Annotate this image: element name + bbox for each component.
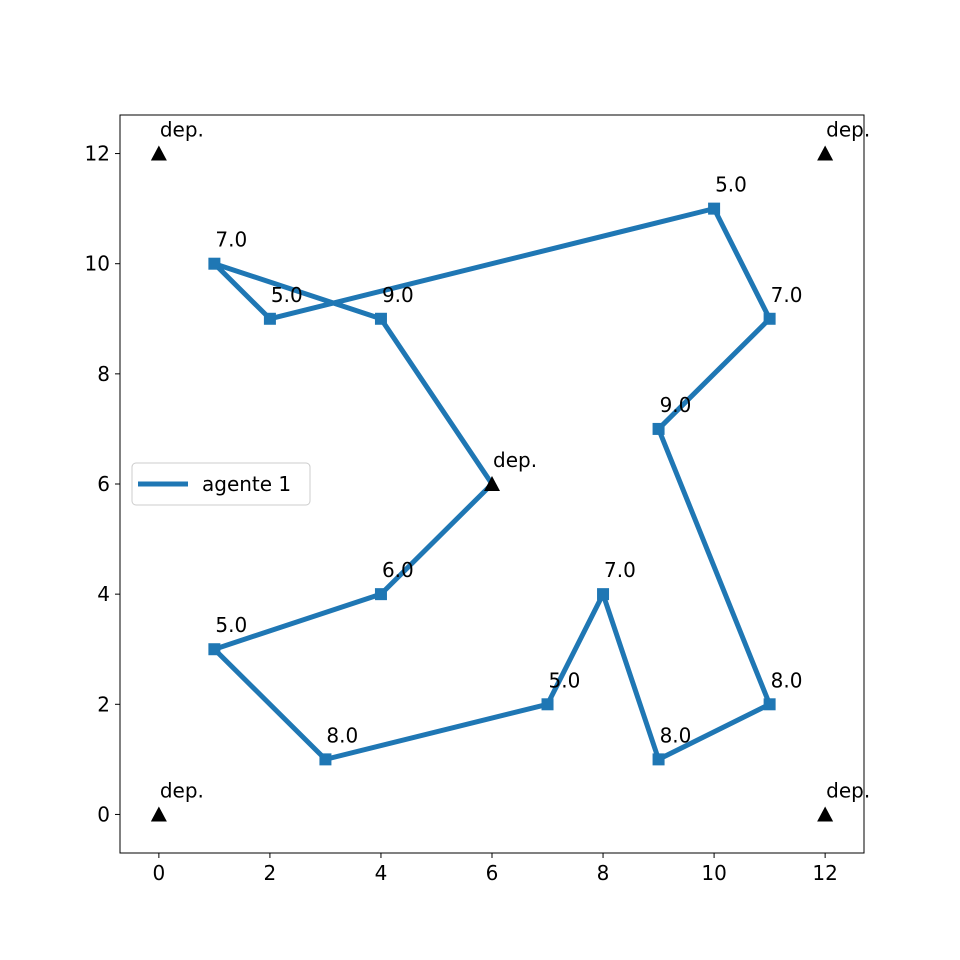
y-tick-label: 8	[97, 362, 110, 386]
depot-label: dep.	[493, 448, 537, 472]
demand-label: 8.0	[326, 723, 358, 747]
customer-marker	[374, 588, 387, 601]
x-tick-label: 0	[152, 861, 165, 885]
y-tick-label: 4	[97, 582, 110, 606]
depot-label: dep.	[826, 118, 870, 142]
demand-label: 9.0	[660, 393, 692, 417]
customer-marker	[319, 753, 332, 766]
x-tick-label: 4	[375, 861, 388, 885]
depot-label: dep.	[160, 118, 204, 142]
customer-marker	[763, 698, 776, 711]
demand-label: 5.0	[215, 613, 247, 637]
y-tick-label: 12	[85, 142, 110, 166]
y-tick-label: 10	[85, 252, 110, 276]
demand-label: 7.0	[215, 228, 247, 252]
depot-marker	[484, 476, 500, 491]
x-tick-label: 8	[597, 861, 610, 885]
demand-label: 7.0	[604, 558, 636, 582]
x-tick-label: 12	[812, 861, 837, 885]
x-tick-label: 2	[264, 861, 277, 885]
demand-label: 7.0	[771, 283, 803, 307]
depot-marker	[817, 145, 834, 161]
legend: agente 1	[131, 462, 311, 506]
customer-marker	[763, 312, 776, 325]
customer-marker	[652, 753, 665, 766]
plot-area: 9.0 7.0 5.0 5.0 7.0 9.0 8.0 8.0 7.0 5.0 8.0 5.0 6.0 d…	[150, 118, 870, 822]
customer-marker	[541, 698, 554, 711]
legend-box	[131, 462, 311, 506]
y-axis: 0 2 4 6 8 10 12	[85, 142, 120, 826]
demand-label: 8.0	[771, 668, 803, 692]
customer-marker	[374, 312, 387, 325]
customer-marker	[208, 643, 221, 656]
customer-marker	[208, 257, 221, 270]
y-tick-label: 0	[97, 802, 110, 826]
demand-label: 5.0	[715, 173, 747, 197]
legend-label: agente 1	[202, 472, 291, 496]
customer-marker	[263, 312, 276, 325]
depot-label: dep.	[826, 778, 870, 802]
depot-marker	[150, 145, 167, 161]
depot-marker	[817, 806, 834, 822]
customer-marker	[597, 588, 610, 601]
customer-marker	[652, 422, 665, 435]
demand-label: 8.0	[660, 723, 692, 747]
demand-label: 6.0	[382, 558, 414, 582]
x-tick-label: 10	[701, 861, 726, 885]
customer-marker	[708, 202, 721, 215]
y-tick-label: 6	[97, 472, 110, 496]
y-tick-label: 2	[97, 692, 110, 716]
demand-label: 5.0	[271, 283, 303, 307]
demand-label: 9.0	[382, 283, 414, 307]
depot-marker	[150, 806, 167, 822]
demand-label: 5.0	[549, 668, 581, 692]
x-tick-label: 6	[486, 861, 499, 885]
x-axis: 0 2 4 6 8 10 12	[152, 853, 838, 885]
depot-label: dep.	[160, 778, 204, 802]
